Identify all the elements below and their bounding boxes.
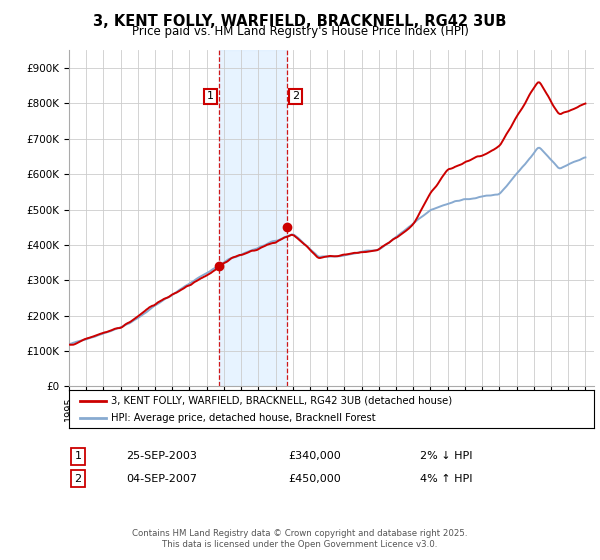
Text: 25-SEP-2003: 25-SEP-2003	[126, 451, 197, 461]
Text: Contains HM Land Registry data © Crown copyright and database right 2025.
This d: Contains HM Land Registry data © Crown c…	[132, 529, 468, 549]
Text: Price paid vs. HM Land Registry's House Price Index (HPI): Price paid vs. HM Land Registry's House …	[131, 25, 469, 38]
Text: 3, KENT FOLLY, WARFIELD, BRACKNELL, RG42 3UB (detached house): 3, KENT FOLLY, WARFIELD, BRACKNELL, RG42…	[111, 396, 452, 406]
Text: 2: 2	[292, 91, 299, 101]
Text: 04-SEP-2007: 04-SEP-2007	[126, 474, 197, 484]
Text: £450,000: £450,000	[288, 474, 341, 484]
Text: 3, KENT FOLLY, WARFIELD, BRACKNELL, RG42 3UB: 3, KENT FOLLY, WARFIELD, BRACKNELL, RG42…	[94, 14, 506, 29]
Text: 1: 1	[207, 91, 214, 101]
Text: £340,000: £340,000	[288, 451, 341, 461]
Text: 2% ↓ HPI: 2% ↓ HPI	[420, 451, 473, 461]
Text: 1: 1	[74, 451, 82, 461]
Text: HPI: Average price, detached house, Bracknell Forest: HPI: Average price, detached house, Brac…	[111, 413, 376, 423]
Text: 4% ↑ HPI: 4% ↑ HPI	[420, 474, 473, 484]
Text: 2: 2	[74, 474, 82, 484]
Bar	[219, 50, 287, 386]
